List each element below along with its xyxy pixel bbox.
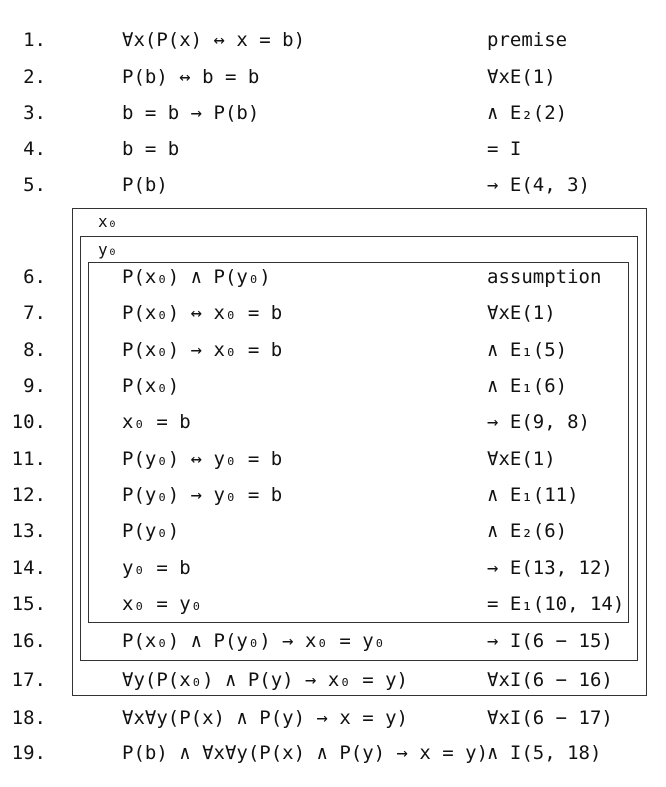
line-number: 7. — [23, 302, 46, 324]
proof-line: 9. P(x₀) ∧ E₁(6) — [0, 371, 666, 401]
line-number: 9. — [23, 375, 46, 397]
line-formula: ∀x(P(x) ↔ x = b) — [122, 29, 306, 51]
line-number: 6. — [23, 266, 46, 288]
box-y0-variable: y₀ — [98, 240, 118, 259]
line-formula: ∀x∀y(P(x) ∧ P(y) → x = y) — [122, 707, 408, 729]
line-formula: P(b) — [122, 174, 168, 196]
line-justification: premise — [487, 29, 568, 51]
line-number: 3. — [23, 102, 46, 124]
line-formula: P(x₀) ↔ x₀ = b — [122, 302, 283, 324]
line-formula: ∀y(P(x₀) ∧ P(y) → x₀ = y) — [122, 669, 408, 691]
line-number: 12. — [11, 484, 46, 506]
line-justification: → I(6 − 15) — [487, 630, 613, 652]
proof-line: 10. x₀ = b → E(9, 8) — [0, 407, 666, 437]
line-justification: → E(13, 12) — [487, 557, 613, 579]
proof-line: 18. ∀x∀y(P(x) ∧ P(y) → x = y) ∀xI(6 − 17… — [0, 703, 666, 733]
proof-line: 15. x₀ = y₀ = E₁(10, 14) — [0, 589, 666, 619]
line-justification: ∧ E₁(5) — [487, 339, 568, 361]
line-number: 1. — [23, 29, 46, 51]
line-formula: y₀ = b — [122, 557, 191, 579]
line-formula: P(y₀) — [122, 520, 180, 542]
line-justification: → E(4, 3) — [487, 174, 590, 196]
line-number: 10. — [11, 411, 46, 433]
line-justification: → E(9, 8) — [487, 411, 590, 433]
proof-line: 3. b = b → P(b) ∧ E₂(2) — [0, 98, 666, 128]
proof-line: 16. P(x₀) ∧ P(y₀) → x₀ = y₀ → I(6 − 15) — [0, 626, 666, 656]
line-justification: assumption — [487, 266, 602, 288]
line-number: 14. — [11, 557, 46, 579]
box-x0-variable: x₀ — [98, 212, 118, 231]
line-number: 13. — [11, 520, 46, 542]
line-number: 18. — [11, 707, 46, 729]
proof-line: 17. ∀y(P(x₀) ∧ P(y) → x₀ = y) ∀xI(6 − 16… — [0, 665, 666, 695]
proof-line: 2. P(b) ↔ b = b ∀xE(1) — [0, 62, 666, 92]
line-number: 11. — [11, 448, 46, 470]
line-number: 17. — [11, 669, 46, 691]
box-x0 — [72, 208, 647, 696]
box-y0 — [80, 236, 638, 661]
line-justification: = E₁(10, 14) — [487, 593, 625, 615]
assumption-box — [88, 262, 629, 623]
line-number: 2. — [23, 66, 46, 88]
proof-line: 13. P(y₀) ∧ E₂(6) — [0, 516, 666, 546]
line-justification: ∧ E₁(6) — [487, 375, 568, 397]
line-formula: P(x₀) — [122, 375, 180, 397]
proof-line: 4. b = b = I — [0, 134, 666, 164]
line-number: 8. — [23, 339, 46, 361]
proof-line: 1. ∀x(P(x) ↔ x = b) premise — [0, 25, 666, 55]
line-justification: ∀xE(1) — [487, 66, 556, 88]
line-formula: P(b) ∧ ∀x∀y(P(x) ∧ P(y) → x = y) — [122, 742, 489, 764]
line-formula: P(x₀) ∧ P(y₀) → x₀ = y₀ — [122, 630, 386, 652]
line-justification: ∀xI(6 − 17) — [487, 707, 613, 729]
line-formula: b = b → P(b) — [122, 102, 260, 124]
line-justification: ∧ I(5, 18) — [487, 742, 602, 764]
line-justification: = I — [487, 138, 522, 160]
proof-line: 12. P(y₀) → y₀ = b ∧ E₁(11) — [0, 480, 666, 510]
proof-line: 19. P(b) ∧ ∀x∀y(P(x) ∧ P(y) → x = y) ∧ I… — [0, 738, 666, 768]
proof-line: 7. P(x₀) ↔ x₀ = b ∀xE(1) — [0, 298, 666, 328]
proof-line: 6. P(x₀) ∧ P(y₀) assumption — [0, 262, 666, 292]
line-formula: P(x₀) → x₀ = b — [122, 339, 283, 361]
line-formula: P(y₀) → y₀ = b — [122, 484, 283, 506]
line-formula: P(y₀) ↔ y₀ = b — [122, 448, 283, 470]
line-justification: ∧ E₂(2) — [487, 102, 568, 124]
line-number: 19. — [11, 742, 46, 764]
line-justification: ∧ E₁(11) — [487, 484, 579, 506]
line-formula: P(b) ↔ b = b — [122, 66, 260, 88]
line-number: 5. — [23, 174, 46, 196]
line-number: 15. — [11, 593, 46, 615]
line-justification: ∀xI(6 − 16) — [487, 669, 613, 691]
proof-line: 5. P(b) → E(4, 3) — [0, 170, 666, 200]
line-formula: x₀ = b — [122, 411, 191, 433]
proof-line: 14. y₀ = b → E(13, 12) — [0, 553, 666, 583]
line-number: 16. — [11, 630, 46, 652]
proof-line: 11. P(y₀) ↔ y₀ = b ∀xE(1) — [0, 444, 666, 474]
line-justification: ∀xE(1) — [487, 448, 556, 470]
line-justification: ∧ E₂(6) — [487, 520, 568, 542]
proof-line: 8. P(x₀) → x₀ = b ∧ E₁(5) — [0, 335, 666, 365]
line-formula: x₀ = y₀ — [122, 593, 203, 615]
line-formula: P(x₀) ∧ P(y₀) — [122, 266, 271, 288]
line-formula: b = b — [122, 138, 180, 160]
line-justification: ∀xE(1) — [487, 302, 556, 324]
line-number: 4. — [23, 138, 46, 160]
